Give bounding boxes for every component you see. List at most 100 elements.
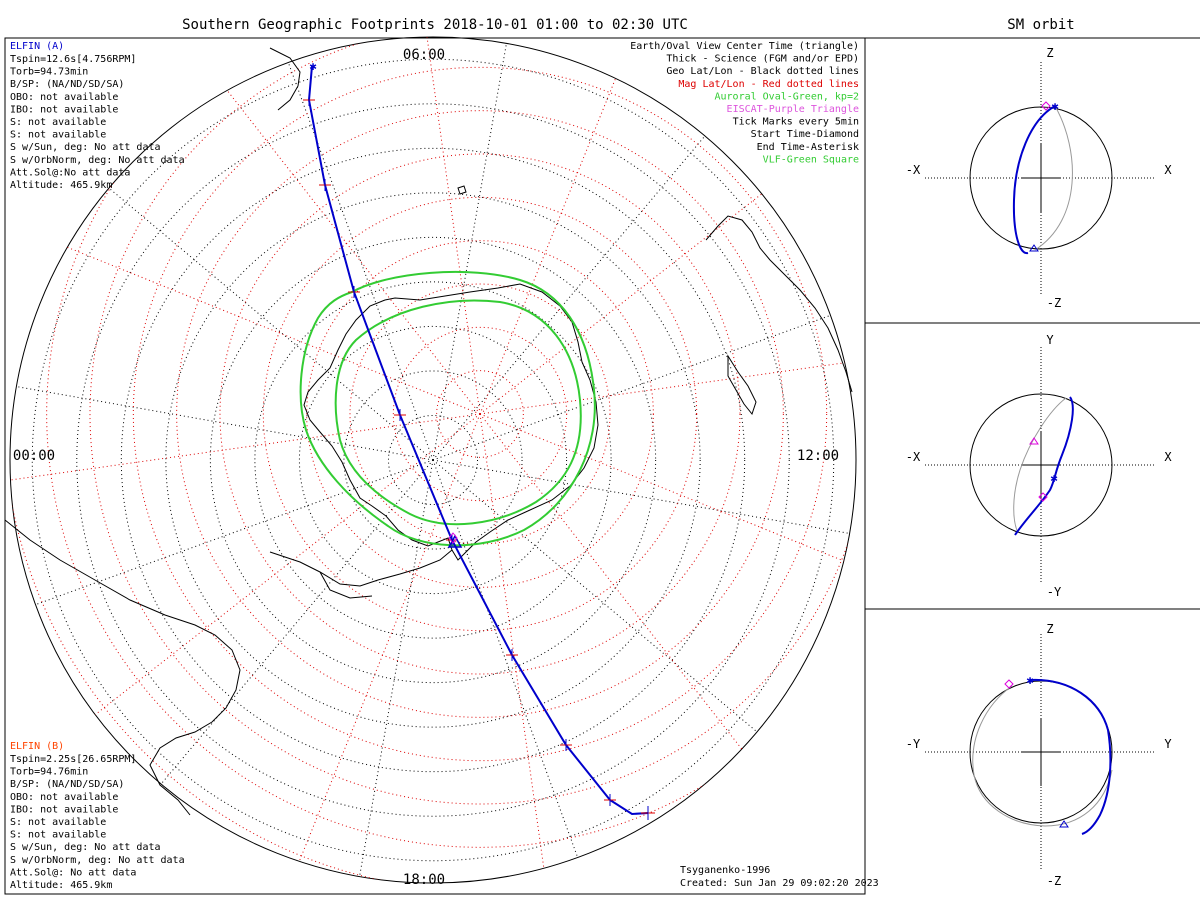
panel1-diamond [1041, 101, 1051, 111]
footprint-trajectory: ✱ [303, 59, 655, 820]
panel3-label-left: -Y [906, 737, 921, 751]
panel2-label-bottom: -Y [1047, 585, 1062, 599]
panel1-orbit-blue [1012, 105, 1056, 255]
panel3-orbit-blue [1029, 678, 1112, 835]
auroral-oval-outer [299, 270, 596, 547]
geo-meridian [432, 459, 850, 534]
elfin-b-lines-line: Att.Sol@: No att data [10, 867, 136, 878]
panel2-label-right: X [1164, 450, 1172, 464]
panel1-triangle [1029, 244, 1039, 252]
mag-meridian [479, 37, 676, 415]
elfin-b-lines-line: S: not available [10, 830, 106, 841]
mag-latitude-circle [436, 370, 524, 458]
polar-map: ✱ [4, 36, 857, 884]
panel3-orbit-gray [972, 685, 1113, 827]
mag-meridian [479, 341, 856, 415]
elfin-b-lines-line: OBO: not available [10, 792, 118, 803]
geo-meridian [160, 459, 434, 785]
panel1-orbit-gray [1034, 105, 1073, 251]
auroral-oval [299, 270, 596, 547]
map-horizon-circle [9, 36, 857, 884]
geo-latitude-circle [209, 236, 657, 684]
new-zealand-outline [727, 354, 757, 416]
sm-orbit-panels [864, 37, 1200, 894]
geo-latitude-circle [120, 147, 746, 773]
geo-meridian [432, 459, 758, 733]
mag-meridian [479, 413, 856, 610]
mag-meridian [10, 413, 481, 487]
mag-latitude-circle [262, 196, 698, 632]
mag-meridian [479, 93, 856, 415]
legend-entry: Thick - Science (FGM and/or EPD) [666, 54, 859, 65]
elfin-b-lines-line: S w/Sun, deg: No att data [10, 842, 161, 853]
elfin-a-lines-line: S w/OrbNorm, deg: No att data [10, 155, 185, 166]
legend-entry: Start Time-Diamond [751, 129, 859, 140]
mag-latitude-circle [132, 66, 828, 762]
mag-latitude-circle [219, 153, 741, 675]
panel3-label-bottom: -Z [1047, 874, 1061, 888]
time-label-top: 06:00 [403, 47, 445, 63]
elfin-a-info: ELFIN (A) Tspin=12.6s[4.756RPM] Torb=94.7… [10, 41, 185, 191]
orbit-panel-yz: ✱ Z -Z -Y Y [906, 622, 1173, 888]
auroral-oval-inner [334, 299, 582, 526]
start-asterisk: ✱ [309, 59, 316, 73]
panel2-earth-circle [969, 393, 1113, 537]
geo-meridian [16, 386, 434, 461]
main-title: Southern Geographic Footprints 2018-10-0… [182, 17, 688, 33]
elfin-b-lines: Tspin=2.25s[26.65RPM] Torb=94.76min B/SP: … [10, 754, 185, 891]
elfin-b-lines-line: Torb=94.76min [10, 767, 88, 778]
panel3-label-top: Z [1046, 622, 1053, 636]
elfin-a-lines-line: Tspin=12.6s[4.756RPM] [10, 54, 136, 65]
mag-latitude-circle [392, 326, 568, 502]
time-label-left: 00:00 [13, 448, 55, 464]
mag-meridian [284, 413, 481, 883]
elfin-a-lines: Tspin=12.6s[4.756RPM] Torb=94.73min B/SP: … [10, 54, 185, 191]
panel1-earth-circle [969, 106, 1113, 250]
legend-entry: Tick Marks every 5min [733, 117, 859, 128]
geo-latitude-circle [165, 192, 701, 728]
geo-meridian [359, 459, 434, 877]
mag-meridian [407, 37, 481, 415]
panel1-label-left: -X [906, 163, 921, 177]
geo-meridian [108, 187, 434, 461]
elfin-a-lines-line: Altitude: 465.9km [10, 180, 112, 191]
legend: Earth/Oval View Center Time (triangle) Th… [630, 41, 859, 165]
legend-entry: Earth/Oval View Center Time (triangle) [630, 41, 859, 52]
legend-entry: Auroral Oval-Green, kp=2 [715, 91, 860, 102]
small-island-outline [457, 185, 467, 195]
panel3-diamond [1004, 679, 1014, 689]
geo-meridian [432, 459, 579, 858]
elfin-b-info: ELFIN (B) Tspin=2.25s[26.65RPM] Torb=94.7… [10, 741, 185, 891]
panel1-label-bottom: -Z [1047, 296, 1061, 310]
sm-orbit-title: SM orbit [1007, 17, 1074, 33]
mag-meridian [159, 37, 481, 415]
panel1-asterisk: ✱ [1051, 99, 1058, 113]
panel2-label-left: -X [906, 450, 921, 464]
time-label-bottom: 18:00 [403, 872, 445, 888]
australia-outline [705, 215, 853, 393]
geo-latitude-circle [31, 58, 835, 862]
geo-meridian [432, 314, 831, 461]
elfin-a-name: ELFIN (A) [10, 41, 64, 52]
panel2-label-top: Y [1046, 333, 1054, 347]
continent-outlines [4, 47, 853, 816]
elfin-a-lines-line: S: not available [10, 117, 106, 128]
panel3-asterisk: ✱ [1026, 673, 1033, 687]
created-label: Created: Sun Jan 29 09:02:20 2023 [680, 878, 879, 889]
antarctic-peninsula-outline [269, 549, 453, 599]
elfin-a-lines-line: Torb=94.73min [10, 67, 88, 78]
geo-grid [16, 43, 850, 877]
elfin-b-lines-line: Tspin=2.25s[26.65RPM] [10, 754, 136, 765]
elfin-b-lines-line: IBO: not available [10, 804, 118, 815]
panel2-orbit-blue [1014, 396, 1074, 536]
africa-tip-outline [269, 47, 301, 111]
elfin-b-lines-line: Altitude: 465.9km [10, 880, 112, 891]
orbit-panel-xz: ✱ Z -Z -X X [906, 46, 1173, 310]
antarctica-outline [303, 283, 599, 561]
panel1-label-top: Z [1046, 46, 1053, 60]
geo-meridian [287, 62, 434, 461]
elfin-b-lines-line: S: not available [10, 817, 106, 828]
geo-latitude-circle [254, 281, 612, 639]
model-label: Tsyganenko-1996 [680, 865, 770, 876]
